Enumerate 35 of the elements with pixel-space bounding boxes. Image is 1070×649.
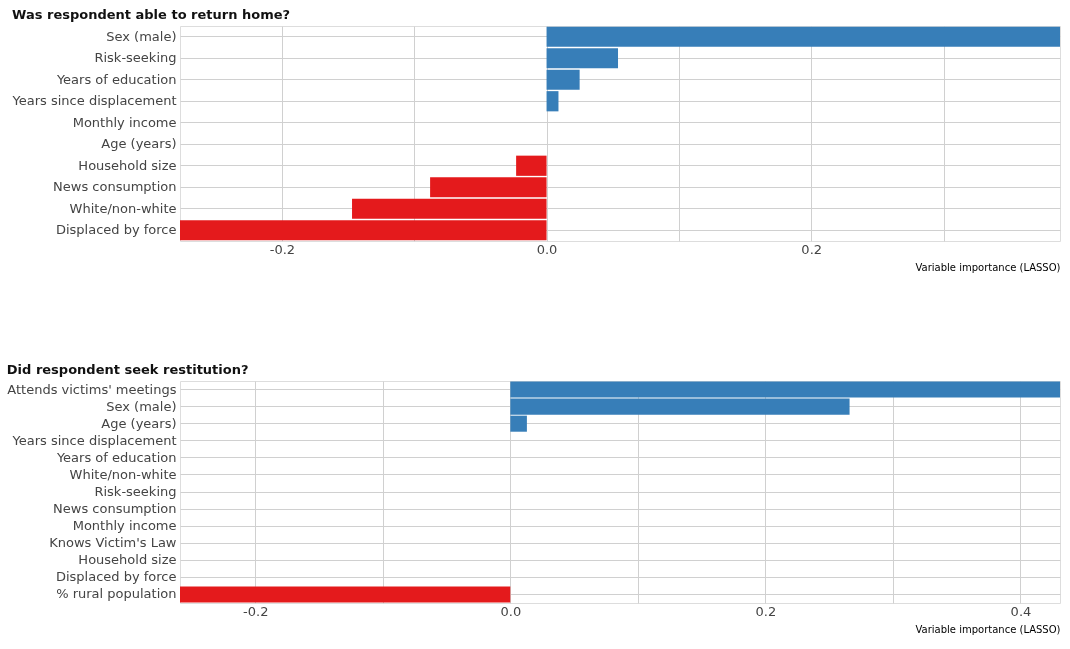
x-axis-title: Variable importance (LASSO) <box>915 623 1061 635</box>
x-tick-label: 0.0 <box>500 603 522 619</box>
y-tick-label: News consumption <box>53 501 177 517</box>
y-tick-label: Attends victims' meetings <box>7 381 177 397</box>
x-tick-label: 0.0 <box>536 241 558 257</box>
y-tick-label: Household size <box>78 157 177 173</box>
x-tick-label: 0.2 <box>801 241 823 257</box>
y-tick-label: Knows Victim's Law <box>49 535 177 551</box>
y-tick-label: Displaced by force <box>55 222 177 238</box>
y-tick-label: % rural population <box>56 586 177 602</box>
y-tick-label: Years of education <box>55 71 177 87</box>
y-tick-label: Monthly income <box>72 114 177 130</box>
y-tick-label: Years since displacement <box>11 432 177 448</box>
x-tick-label: -0.2 <box>243 603 269 619</box>
bar <box>180 586 511 603</box>
y-tick-label: Age (years) <box>101 415 177 431</box>
chart-title: Was respondent able to return home? <box>12 7 291 22</box>
x-tick-label: 0.4 <box>1010 603 1032 619</box>
y-tick-label: Sex (male) <box>106 28 177 44</box>
y-tick-label: Displaced by force <box>55 569 177 585</box>
y-tick-label: Sex (male) <box>106 398 177 414</box>
y-tick-label: Household size <box>78 552 177 568</box>
y-tick-label: Risk-seeking <box>94 50 177 66</box>
y-tick-label: Years of education <box>55 449 177 465</box>
y-tick-label: News consumption <box>53 179 177 195</box>
x-tick-label: 0.2 <box>755 603 777 619</box>
chart-title: Did respondent seek restitution? <box>6 362 249 377</box>
y-tick-label: Years since displacement <box>11 93 177 109</box>
x-tick-label: -0.2 <box>269 241 296 257</box>
y-tick-label: Age (years) <box>101 136 177 152</box>
x-axis-title: Variable importance (LASSO) <box>915 261 1061 273</box>
y-tick-label: Risk-seeking <box>94 484 177 499</box>
y-tick-label: White/non-white <box>69 200 177 216</box>
y-tick-label: Monthly income <box>72 518 177 534</box>
y-tick-label: White/non-white <box>69 466 177 482</box>
